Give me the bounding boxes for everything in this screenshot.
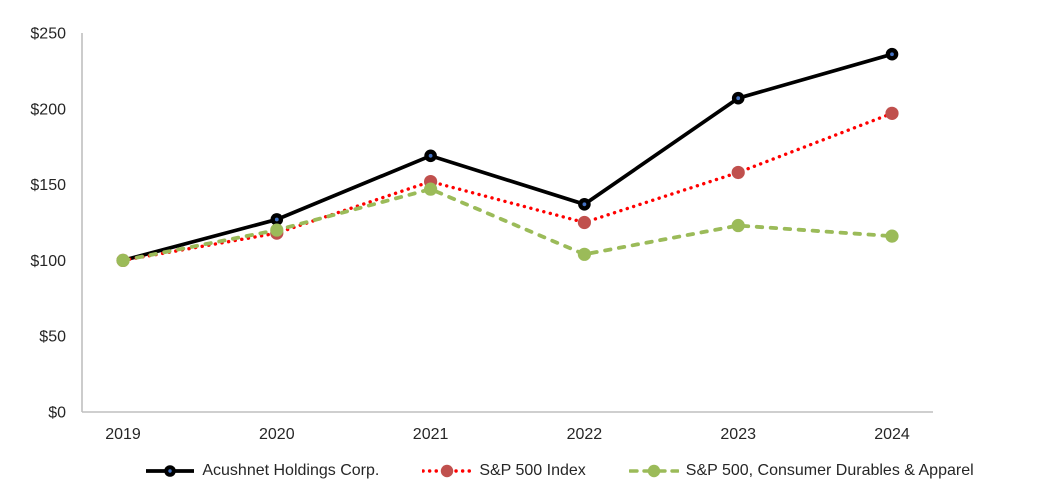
legend-marker-center bbox=[168, 469, 173, 473]
chart-plot-area: $0 $50 $100 $150 $200 $250 2019 2020 2021 2022 202… bbox=[30, 26, 933, 443]
data-point bbox=[577, 215, 592, 230]
data-point-center bbox=[428, 153, 433, 158]
data-point-center bbox=[274, 217, 279, 222]
x-tick-label: 2019 bbox=[105, 426, 141, 443]
legend-line-marker-sp500-icon bbox=[422, 464, 473, 478]
legend-marker bbox=[441, 464, 454, 478]
legend-label-sp500: S&P 500 Index bbox=[479, 462, 586, 479]
legend-line-marker-acushnet-icon bbox=[146, 465, 195, 477]
legend-marker bbox=[647, 464, 660, 478]
x-tick-label: 2021 bbox=[413, 426, 449, 443]
data-point bbox=[577, 247, 592, 261]
data-point-center bbox=[890, 52, 894, 57]
data-point bbox=[731, 218, 745, 233]
series-line-2 bbox=[121, 187, 894, 263]
y-tick-label: $200 bbox=[30, 101, 66, 118]
series-line-0 bbox=[122, 52, 893, 263]
y-tick-label: $0 bbox=[48, 405, 66, 422]
legend-item-acushnet: Acushnet Holdings Corp. bbox=[145, 462, 379, 480]
x-tick-label: 2023 bbox=[720, 426, 756, 443]
y-tick-label: $50 bbox=[39, 329, 66, 346]
data-point bbox=[885, 106, 899, 120]
legend-line-marker-sp500-consumer-durables-icon bbox=[628, 464, 679, 478]
data-point bbox=[270, 223, 284, 237]
data-point bbox=[116, 253, 130, 267]
x-tick-label: 2024 bbox=[874, 426, 910, 443]
data-point-center bbox=[582, 202, 587, 207]
y-tick-label: $250 bbox=[30, 26, 66, 43]
legend-item-sp500: S&P 500 Index bbox=[422, 462, 586, 480]
legend-label-acushnet: Acushnet Holdings Corp. bbox=[202, 462, 380, 479]
legend-label-sp500-consumer-durables: S&P 500, Consumer Durables & Apparel bbox=[685, 462, 974, 479]
data-point-center bbox=[736, 96, 741, 101]
data-point bbox=[424, 182, 438, 196]
legend-item-sp500-consumer-durables: S&P 500, Consumer Durables & Apparel bbox=[628, 462, 974, 480]
x-tick-label: 2022 bbox=[567, 426, 603, 443]
chart-legend: Acushnet Holdings Corp. S&P 500 Index S&… bbox=[0, 456, 1039, 486]
y-tick-label: $100 bbox=[30, 253, 66, 270]
data-point bbox=[731, 165, 745, 180]
x-tick-label: 2020 bbox=[259, 426, 295, 443]
data-point bbox=[885, 229, 899, 243]
y-tick-label: $150 bbox=[30, 177, 66, 194]
